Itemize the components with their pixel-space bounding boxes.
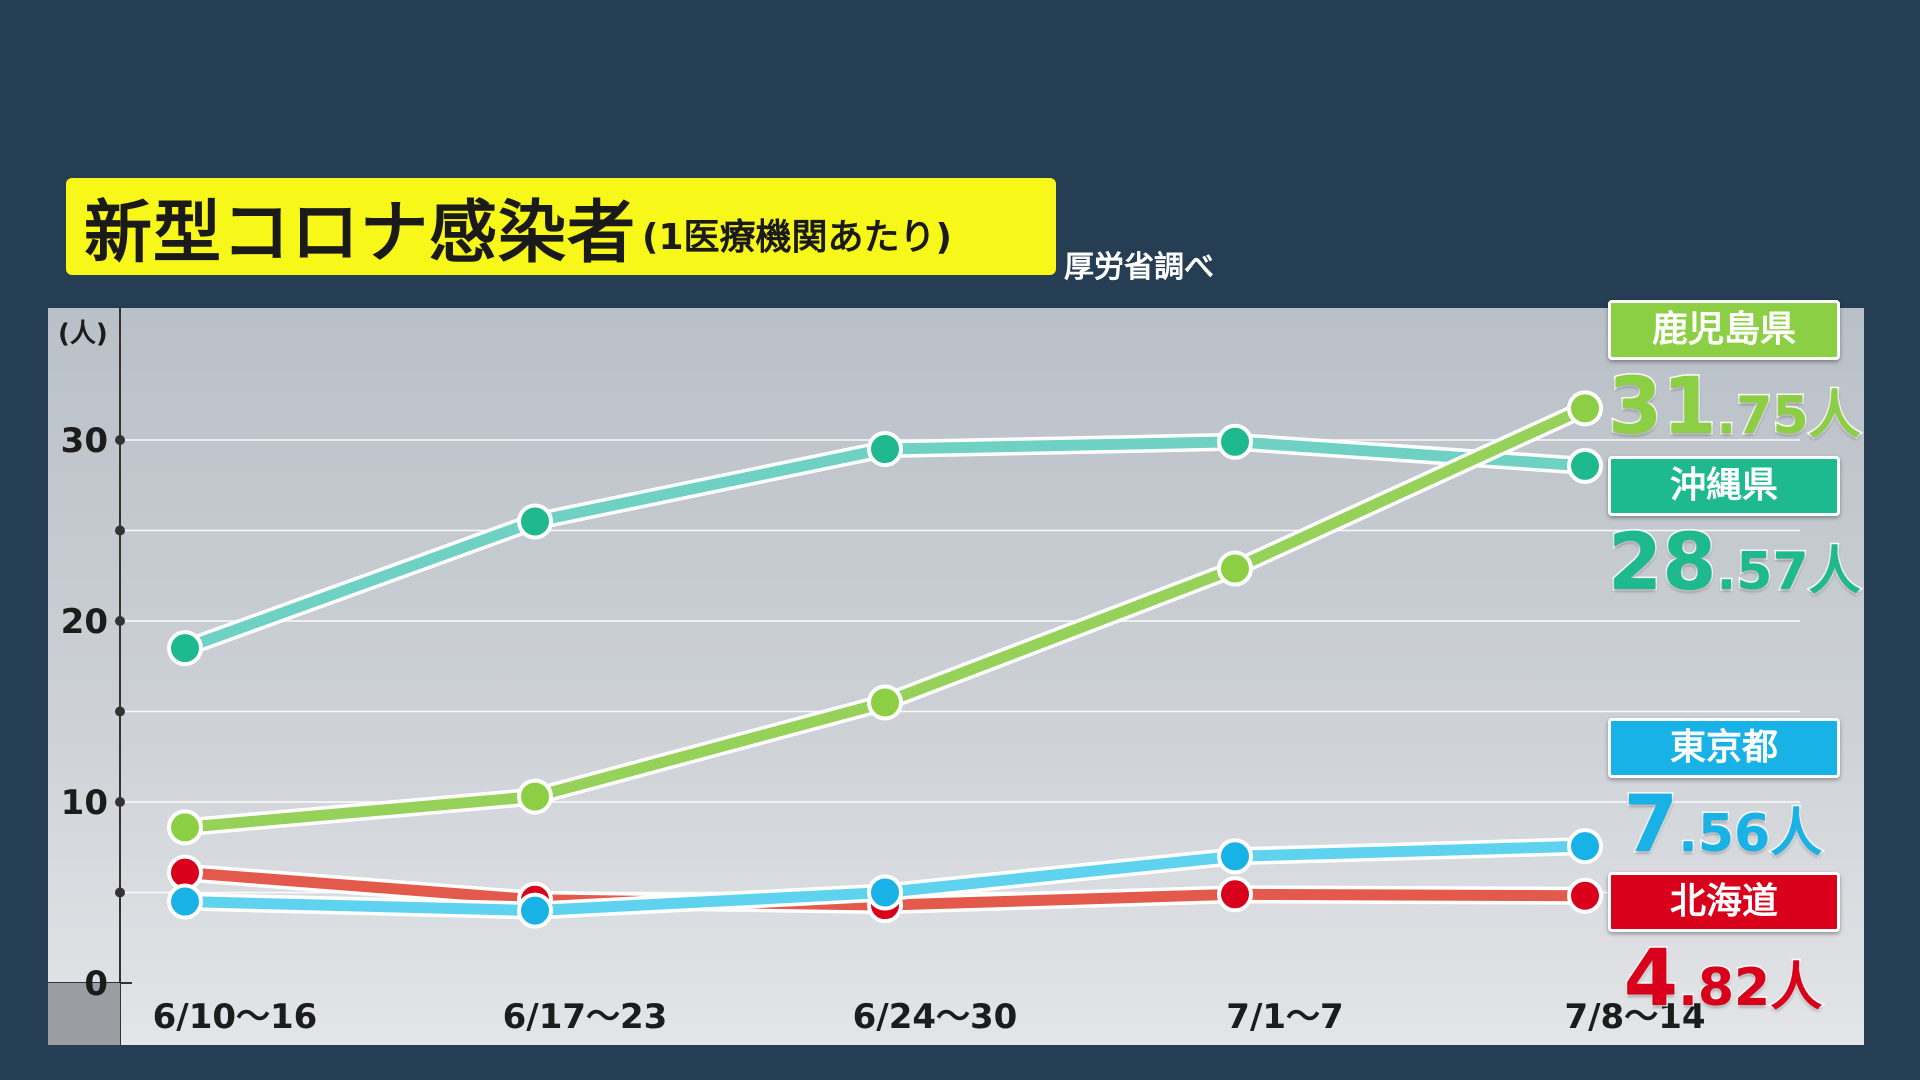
callout-value-int: 28	[1607, 517, 1719, 610]
x-axis-labels: 6/10〜16 6/17〜23 6/24〜30 7/1〜7 7/8〜14	[153, 997, 1706, 1037]
callout-value-dec: .57	[1715, 541, 1810, 604]
callout-value: 28.57人	[1607, 517, 1863, 610]
callout-value-dec: .75	[1715, 385, 1810, 448]
callout-value-unit: 人	[1769, 957, 1824, 1020]
callout-value-dec: .56	[1677, 803, 1772, 866]
data-point	[1217, 876, 1253, 913]
callout-value-int: 4	[1622, 933, 1679, 1026]
series-line	[179, 436, 1591, 654]
y-tick-label: 10	[61, 783, 108, 823]
callout-沖縄県: 沖縄県 28.57人	[1607, 456, 1863, 610]
data-point	[1567, 828, 1603, 865]
y-tick-dot	[115, 435, 125, 445]
x-tick-label: 6/17〜23	[503, 997, 668, 1037]
series-東京都	[167, 828, 1603, 929]
x-tick-label: 7/8〜14	[1564, 997, 1705, 1037]
data-point	[1217, 423, 1253, 460]
callout-badge: 北海道	[1608, 872, 1840, 932]
callout-東京都: 東京都 7.56人	[1608, 718, 1840, 872]
callout-鹿児島県: 鹿児島県 31.75人	[1607, 300, 1863, 454]
callout-value-unit: 人	[1807, 385, 1862, 448]
data-point	[517, 503, 553, 540]
callout-badge: 東京都	[1608, 718, 1840, 778]
data-point	[867, 431, 903, 468]
y-tick-dot	[115, 797, 125, 807]
data-point	[167, 883, 203, 920]
series-line-outline	[176, 399, 1594, 837]
series-鹿児島県	[167, 390, 1603, 846]
series-line	[179, 402, 1591, 833]
callout-value: 31.75人	[1607, 361, 1863, 454]
y-tick-dot	[115, 616, 125, 626]
data-point	[1217, 550, 1253, 587]
y-axis-unit: (人)	[58, 319, 108, 349]
x-tick-label: 6/24〜30	[853, 997, 1018, 1037]
title-banner: 新型コロナ感染者 (1医療機関あたり)	[66, 178, 1056, 275]
y-tick-label: 0	[84, 964, 108, 1004]
series-line-outline	[176, 432, 1594, 658]
series-lines	[167, 390, 1603, 929]
x-tick-label: 7/1〜7	[1226, 997, 1343, 1037]
source-note: 厚労省調べ	[1064, 250, 1214, 285]
data-point	[1567, 390, 1603, 427]
callout-badge: 鹿児島県	[1608, 300, 1840, 360]
callout-value-dec: .82	[1677, 957, 1772, 1020]
data-point	[517, 778, 553, 815]
data-point	[1217, 838, 1253, 875]
data-point	[517, 892, 553, 929]
y-tick-dot	[115, 706, 125, 717]
callout-value-unit: 人	[1769, 803, 1824, 866]
data-point	[867, 684, 903, 721]
callout-value-int: 31	[1607, 361, 1719, 454]
data-point	[1567, 447, 1603, 484]
y-tick-dot	[115, 887, 125, 898]
axis-corner	[48, 983, 120, 1045]
y-tick-label: 30	[61, 421, 108, 461]
callout-北海道: 北海道 4.82人	[1608, 872, 1840, 1026]
callout-badge: 沖縄県	[1608, 456, 1840, 516]
y-tick-label: 20	[61, 602, 108, 642]
y-tick-dot	[115, 525, 125, 536]
callout-value-unit: 人	[1807, 541, 1862, 604]
data-point	[867, 874, 903, 911]
chart-subtitle: (1医療機関あたり)	[642, 216, 952, 258]
callout-value: 4.82人	[1608, 933, 1838, 1026]
data-point	[167, 630, 203, 667]
callout-value: 7.56人	[1608, 779, 1838, 872]
data-point	[167, 809, 203, 846]
x-tick-label: 6/10〜16	[153, 997, 318, 1037]
data-point	[1567, 877, 1603, 914]
series-沖縄県	[167, 423, 1603, 667]
callout-value-int: 7	[1622, 779, 1679, 872]
chart-title: 新型コロナ感染者	[84, 194, 637, 273]
y-axis: 0 10 20 30 (人)	[48, 308, 132, 1045]
